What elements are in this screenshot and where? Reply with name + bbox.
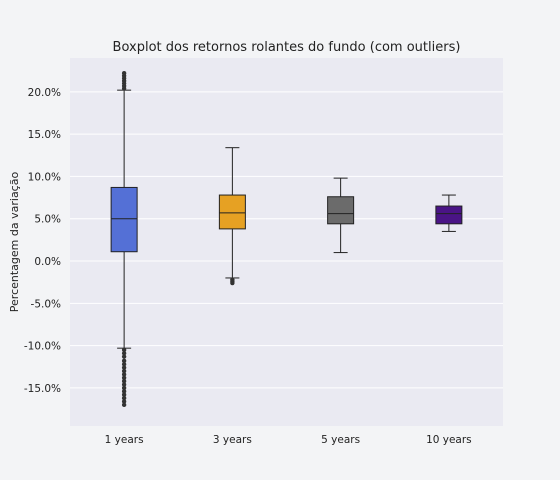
outlier-point (121, 347, 127, 353)
outlier-point (121, 378, 127, 384)
y-tick-label: 10.0% (28, 171, 61, 183)
outlier-point (121, 372, 127, 377)
x-tick-labels: 1 years 3 years 5 years 10 years (105, 434, 472, 446)
box-group (435, 194, 463, 232)
outlier-point (121, 399, 127, 404)
y-tick-label: -5.0% (31, 298, 61, 310)
outlier-point (230, 280, 235, 286)
box-group (327, 177, 355, 254)
outlier-point (121, 358, 127, 364)
outlier-point (121, 382, 127, 387)
outlier-point (121, 365, 127, 370)
outlier-point (121, 392, 127, 397)
outlier-point (121, 368, 127, 374)
outlier-point (121, 385, 127, 391)
x-tick-label: 10 years (426, 434, 472, 446)
outlier-point (121, 362, 127, 367)
box (110, 186, 138, 253)
x-tick-label: 1 years (105, 434, 144, 446)
chart-title: Boxplot dos retornos rolantes do fundo (… (113, 40, 461, 55)
outlier-point (121, 395, 127, 401)
outlier-point (121, 389, 127, 394)
box (327, 196, 355, 225)
plot-area (70, 58, 503, 426)
x-tick-label: 5 years (321, 434, 360, 446)
y-tick-label: -10.0% (24, 341, 61, 353)
box (435, 205, 463, 225)
box-group (110, 71, 138, 408)
y-tick-label: 5.0% (34, 214, 61, 226)
outlier-point (121, 375, 127, 380)
y-tick-label: 20.0% (28, 87, 61, 99)
y-tick-labels: -15.0% -10.0% -5.0% 0.0% 5.0% 10.0% 15.0% 20.0% (24, 87, 61, 395)
grid-lines (70, 91, 503, 389)
box-group (218, 147, 246, 286)
box (218, 194, 246, 230)
outlier-point (121, 71, 127, 76)
y-axis-label: Percentagem da variação (8, 172, 21, 313)
outlier-point (121, 354, 127, 359)
boxes (110, 71, 463, 408)
outlier-point (121, 402, 127, 408)
y-tick-label: 0.0% (34, 256, 61, 268)
outlier-point (121, 351, 127, 356)
y-tick-label: -15.0% (24, 383, 61, 395)
x-tick-label: 3 years (213, 434, 252, 446)
y-tick-label: 15.0% (28, 129, 61, 141)
